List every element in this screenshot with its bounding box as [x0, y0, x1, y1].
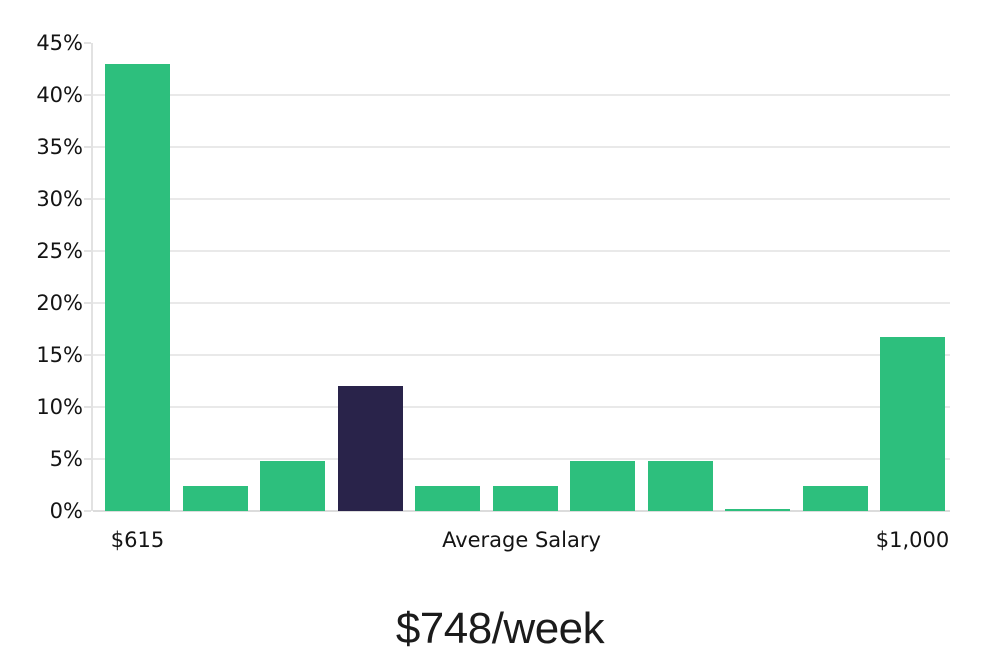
- y-axis-tick: [84, 510, 91, 512]
- average-salary-title: $748/week: [395, 604, 605, 653]
- y-axis-tick: [84, 458, 91, 460]
- gridline: [93, 250, 950, 252]
- y-axis-tick: [84, 42, 91, 44]
- histogram-bar-highlighted: [337, 386, 403, 511]
- y-axis-tick-label: 30%: [36, 187, 83, 211]
- gridline: [93, 458, 950, 460]
- y-axis-tick-label: 10%: [36, 395, 83, 419]
- y-axis-tick-label: 5%: [49, 447, 83, 471]
- y-axis-tick-label: 45%: [36, 31, 83, 55]
- y-axis-tick: [84, 198, 91, 200]
- histogram-bar: [802, 486, 868, 511]
- y-axis-tick-label: 0%: [49, 499, 83, 523]
- histogram-bar: [570, 461, 635, 511]
- y-axis-tick: [84, 146, 91, 148]
- histogram-bar: [647, 461, 713, 511]
- x-axis-label-average: Average Salary: [442, 528, 601, 552]
- gridline: [93, 146, 950, 148]
- y-axis-tick: [84, 250, 91, 252]
- gridline: [93, 302, 950, 304]
- gridline: [93, 354, 950, 356]
- histogram-bar: [492, 486, 558, 511]
- histogram-bar: [880, 337, 945, 511]
- histogram-bar: [105, 64, 170, 511]
- y-axis-tick-label: 15%: [36, 343, 83, 367]
- y-axis-tick: [84, 94, 91, 96]
- histogram-bar: [182, 486, 248, 511]
- y-axis-tick: [84, 354, 91, 356]
- x-axis-label-max: $1,000: [875, 528, 950, 552]
- histogram-bar: [725, 509, 790, 511]
- gridline: [93, 510, 950, 512]
- y-axis-tick-label: 35%: [36, 135, 83, 159]
- histogram-bar: [260, 461, 325, 511]
- gridline: [93, 198, 950, 200]
- histogram-bar: [415, 486, 480, 511]
- x-axis-label-min: $615: [110, 528, 165, 552]
- gridline: [93, 94, 950, 96]
- y-axis-line: [91, 43, 93, 511]
- y-axis-tick-label: 40%: [36, 83, 83, 107]
- y-axis-tick: [84, 406, 91, 408]
- y-axis-tick-label: 25%: [36, 239, 83, 263]
- y-axis-tick: [84, 302, 91, 304]
- gridline: [93, 406, 950, 408]
- y-axis-tick-label: 20%: [36, 291, 83, 315]
